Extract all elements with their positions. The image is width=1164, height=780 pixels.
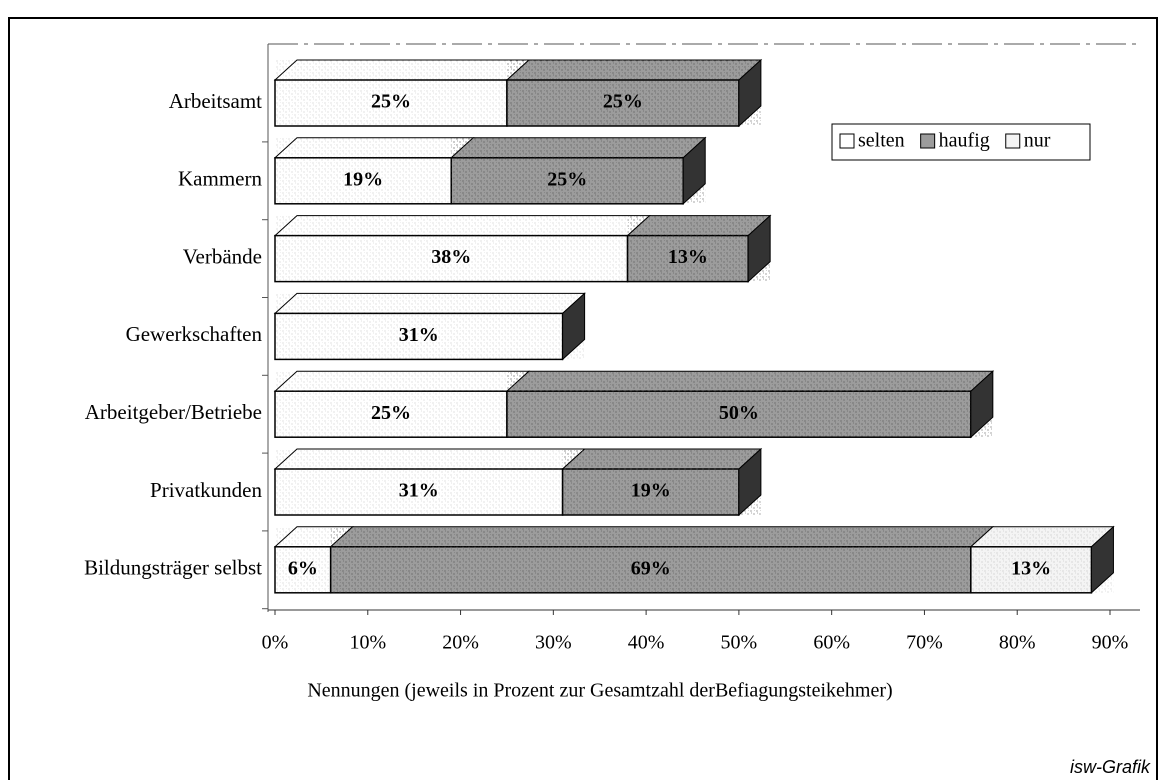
value-label: 25% <box>603 91 643 113</box>
bar-side <box>738 447 762 517</box>
bar-side <box>562 292 586 361</box>
category-label: Arbeitgeber/Betriebe <box>85 400 262 424</box>
bar-top <box>449 137 707 159</box>
value-label: 25% <box>371 402 411 424</box>
legend-swatch <box>1005 133 1021 149</box>
bar-side <box>738 58 762 128</box>
source: isw-Grafik <box>1070 757 1151 777</box>
value-label: 38% <box>431 246 471 268</box>
value-label: 50% <box>719 402 759 424</box>
category-label: Arbeitsamt <box>169 89 262 113</box>
category-label: Bildungsträger selbst <box>84 556 262 580</box>
bar-side <box>682 136 706 205</box>
bar-top <box>329 526 995 548</box>
legend-label: selten <box>858 130 905 152</box>
x-axis-title: Nennungen (jeweils in Prozent zur Gesamt… <box>307 680 892 702</box>
x-tick-label: 80% <box>999 632 1036 654</box>
value-label: 13% <box>668 246 708 268</box>
bar-side <box>747 214 771 283</box>
x-tick-label: 30% <box>535 632 572 654</box>
bar-top <box>273 215 651 237</box>
x-tick-label: 50% <box>721 632 758 654</box>
bar-top <box>273 59 531 81</box>
category-label: Privatkunden <box>150 478 262 502</box>
value-label: 31% <box>399 324 439 346</box>
bar-top <box>505 370 995 392</box>
bar-top <box>273 448 586 470</box>
frame <box>8 17 1158 780</box>
value-label: 25% <box>547 168 587 190</box>
x-tick-label: 70% <box>906 632 943 654</box>
bar-side <box>1090 525 1114 594</box>
bar-top <box>273 370 531 392</box>
legend-box <box>831 123 1091 161</box>
value-label: 19% <box>343 168 383 190</box>
value-label: 19% <box>631 480 671 502</box>
x-tick-label: 90% <box>1092 632 1129 654</box>
bar-side <box>970 370 994 439</box>
x-tick-label: 60% <box>813 632 850 654</box>
value-label: 25% <box>371 91 411 113</box>
bar-top <box>969 526 1115 548</box>
bar-top <box>626 215 772 237</box>
legend-swatch <box>920 133 936 149</box>
x-tick-label: 20% <box>442 632 479 654</box>
category-label: Kammern <box>178 167 262 191</box>
value-label: 31% <box>399 480 439 502</box>
bar-top <box>273 137 475 159</box>
category-label: Verbände <box>183 244 262 268</box>
legend-swatch <box>839 133 855 149</box>
x-tick-label: 0% <box>262 632 289 654</box>
x-tick-label: 10% <box>349 632 386 654</box>
value-label: 13% <box>1011 557 1051 579</box>
bar-top <box>273 292 586 314</box>
legend-label: nur <box>1024 130 1051 152</box>
legend-label: haufig <box>939 130 990 152</box>
value-label: 6% <box>288 557 318 579</box>
legend: selten haufig nur <box>839 130 1051 152</box>
bar-top <box>505 59 763 81</box>
x-tick-label: 40% <box>628 632 665 654</box>
bar-top <box>561 448 763 470</box>
value-label: 69% <box>631 557 671 579</box>
category-label: Gewerkschaften <box>126 322 263 346</box>
